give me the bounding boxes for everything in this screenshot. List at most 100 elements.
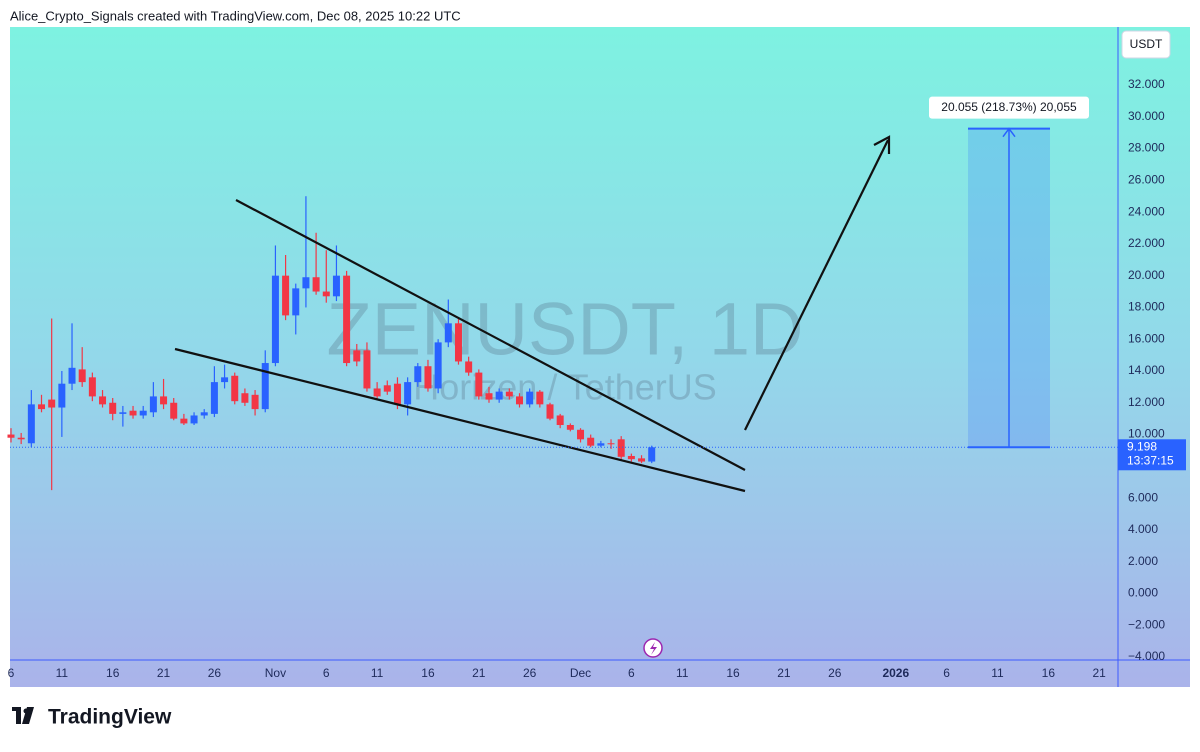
x-tick-label: 16 [1042,666,1056,680]
brand: TradingView [48,706,172,729]
y-tick-label: −4.000 [1128,649,1165,663]
currency-box[interactable] [1121,30,1171,59]
candle-body [332,275,340,297]
y-tick-label: 32.000 [1128,77,1165,91]
candle-body [149,396,157,413]
candle-body [638,458,646,462]
candle-body [566,425,574,430]
candle-body [88,377,96,397]
currency: USDT [1130,37,1163,51]
candle-body [475,372,483,397]
y-tick-label: 28.000 [1128,141,1165,155]
x-tick-label: 6 [8,666,15,680]
candle-body [363,350,371,389]
last-price-tag [1118,439,1186,471]
y-tick-label: 26.000 [1128,172,1165,186]
candle-body [251,394,259,410]
candle-body [109,402,117,414]
x-tick-label: 21 [157,666,171,680]
candle-body [373,388,381,397]
event-bolt [650,642,657,655]
y-tick-label: 12.000 [1128,395,1165,409]
logo-mark [23,708,29,714]
candle-body [282,275,290,316]
y-tick-label: 24.000 [1128,204,1165,218]
target-arrow-head [1002,127,1016,138]
measure-label: 20.055 (218.73%) 20,055 [941,100,1077,114]
candle-body [139,410,147,416]
y-tick-label: 10.000 [1128,427,1165,441]
candle-body [424,366,432,389]
candle-body [27,404,35,444]
candle-body [343,275,351,364]
candle-body [607,443,615,445]
candle-body [190,415,198,424]
x-tick-label: 2026 [882,666,909,680]
candle-body [17,437,25,440]
candle-body [536,391,544,405]
y-tick-label: 0.000 [1128,586,1158,600]
y-tick-label: 18.000 [1128,300,1165,314]
x-tick-label: 26 [208,666,222,680]
last-price-label: 9.198 [1127,439,1157,453]
watermark-symbol: ZENUSDT, 1D [327,288,804,371]
y-tick-label: 6.000 [1128,490,1158,504]
candle-body [322,291,330,297]
candle-body [180,418,188,424]
candle-body [577,429,585,440]
candle-body [312,277,320,292]
candle-body [58,383,66,408]
x-tick-label: 11 [371,666,384,680]
x-tick-label: 11 [991,666,1004,680]
logo-mark [22,707,34,724]
candle-body [48,399,56,408]
candle-body [292,288,300,316]
x-tick-label: 6 [628,666,635,680]
measure-label-box [929,96,1089,119]
candle-body [170,402,178,419]
x-tick-label: 16 [106,666,120,680]
y-tick-label: 16.000 [1128,331,1165,345]
arrow-head [873,135,891,154]
x-tick-label: 6 [943,666,950,680]
candle-body [7,434,15,438]
candle-body [261,363,269,410]
arrow-shaft [744,139,889,431]
candle-body [383,385,391,392]
candle-body [495,391,503,400]
y-tick-label: 20.000 [1128,268,1165,282]
y-tick-label: 14.000 [1128,363,1165,377]
countdown: 13:37:15 [1127,453,1174,467]
header: Alice_Crypto_Signals created with Tradin… [10,8,461,23]
logo-mark [16,707,21,724]
candle-body [221,377,229,383]
x-tick-label: 26 [523,666,537,680]
candle-body [393,383,401,405]
x-tick-label: 21 [1093,666,1107,680]
candle-body [505,391,513,397]
x-tick-label: 11 [676,666,689,680]
x-tick-label: 21 [472,666,486,680]
candle-body [414,366,422,383]
trendline-lower [174,347,746,493]
candle-body [241,393,249,403]
candle-body [160,396,168,405]
x-tick-label: Nov [265,666,286,680]
candle-body [231,375,239,402]
candle-body [99,396,107,405]
candle-body [353,350,361,362]
candle-body [210,382,218,414]
trendline-upper [235,199,746,471]
candle-body [434,342,442,389]
y-tick-label: 4.000 [1128,522,1158,536]
candle-body [556,415,564,426]
y-tick-label: −2.000 [1128,617,1165,631]
candle-body [485,393,493,400]
candle-body [200,412,208,416]
x-tick-label: 16 [421,666,435,680]
candle-body [454,323,462,362]
candle-body [587,437,595,446]
candle-body [648,447,656,462]
